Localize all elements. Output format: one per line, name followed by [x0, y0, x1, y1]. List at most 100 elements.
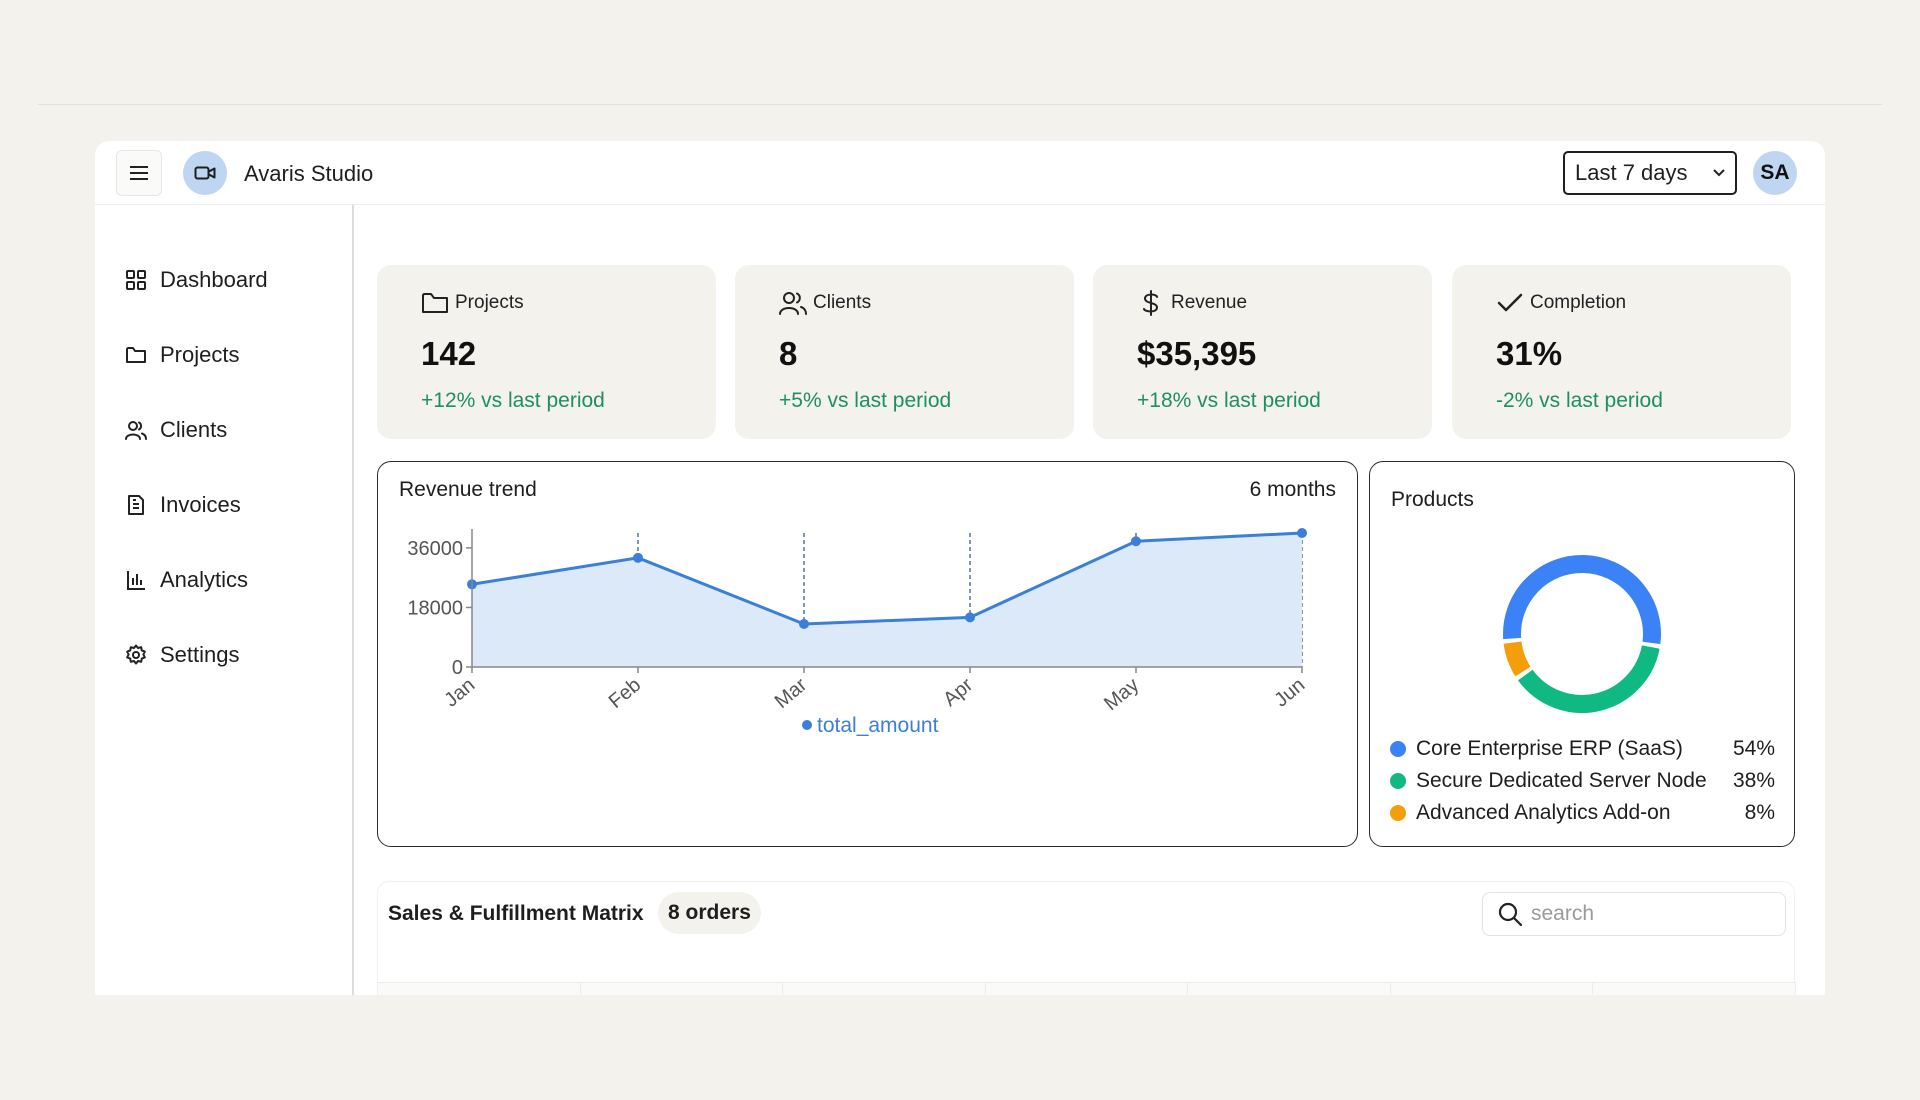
kpi-card-projects: Projects 142 +12% vs last period — [377, 265, 716, 439]
users-icon — [779, 289, 807, 317]
data-point — [633, 552, 643, 563]
search-input[interactable] — [1531, 902, 1771, 926]
menu-button[interactable] — [116, 150, 162, 196]
data-point — [1297, 528, 1307, 538]
legend-label: Core Enterprise ERP (SaaS) — [1416, 737, 1683, 760]
grid-icon — [125, 269, 147, 291]
legend-label: total_amount — [817, 714, 939, 737]
x-tick-label: Feb — [605, 674, 646, 713]
date-range-select[interactable]: Last 7 days — [1563, 151, 1737, 195]
brand-name: Avaris Studio — [244, 161, 374, 186]
kpi-delta: -2% vs last period — [1496, 389, 1663, 412]
search-box[interactable] — [1482, 892, 1786, 936]
panel-title: Revenue trend — [399, 478, 537, 501]
series-line — [471, 531, 1303, 626]
folder-icon — [125, 344, 147, 366]
kpi-card-revenue: Revenue $35,395 +18% vs last period — [1093, 265, 1432, 439]
revenue-trend-panel: Revenue trend 6 months 0 18000 36000 Jan Feb… — [377, 461, 1358, 847]
orders-count-badge: 8 orders — [658, 892, 761, 934]
sales-matrix-card: Sales & Fulfillment Matrix 8 orders — [377, 881, 1797, 995]
kpi-delta: +12% vs last period — [421, 389, 605, 412]
range-label: 6 months — [1249, 478, 1336, 501]
kpi-value: $35,395 — [1137, 335, 1257, 372]
kpi-value: 31% — [1496, 335, 1563, 372]
panel-title: Products — [1391, 488, 1474, 511]
legend-label: Secure Dedicated Server Node — [1416, 769, 1707, 792]
search-icon — [1498, 902, 1523, 927]
table-header-row — [378, 982, 1797, 995]
kpi-label: Projects — [455, 292, 524, 313]
check-icon — [1496, 289, 1524, 317]
kpi-label: Revenue — [1171, 292, 1248, 313]
sidebar-item-clients[interactable]: Clients — [125, 412, 227, 448]
kpi-value: 142 — [421, 335, 477, 372]
table-header-cell[interactable] — [1188, 983, 1391, 995]
products-donut-chart — [1503, 555, 1661, 713]
table-header-cell[interactable] — [783, 983, 986, 995]
x-tick-label: Mar — [771, 674, 812, 713]
donut-slice — [1503, 641, 1531, 677]
top-bar: Avaris Studio Last 7 days SA — [95, 141, 1825, 205]
folder-icon — [421, 289, 449, 317]
table-title: Sales & Fulfillment Matrix — [388, 902, 644, 925]
kpi-label: Clients — [813, 292, 872, 313]
legend-swatch — [1390, 741, 1406, 757]
donut-slice — [1503, 555, 1661, 644]
x-tick-label: Jun — [1270, 674, 1309, 712]
sidebar-item-analytics[interactable]: Analytics — [125, 562, 248, 598]
x-tick-label: Apr — [939, 674, 977, 711]
table-header-cell[interactable] — [378, 983, 581, 995]
brand-logo — [183, 151, 227, 195]
legend-item: Advanced Analytics Add-on 8% — [1390, 798, 1775, 828]
data-point — [1131, 536, 1141, 547]
legend-swatch — [1390, 773, 1406, 789]
chevron-down-icon — [1713, 169, 1725, 177]
area-fill — [472, 533, 1302, 667]
kpi-card-completion: Completion 31% -2% vs last period — [1452, 265, 1791, 439]
date-range-value: Last 7 days — [1575, 160, 1688, 185]
sidebar-item-label: Invoices — [160, 492, 241, 517]
kpi-delta: +5% vs last period — [779, 389, 952, 412]
y-tick-label: 18000 — [407, 597, 463, 619]
main-content: Projects 142 +12% vs last period Clients… — [355, 205, 1825, 995]
sidebar-item-settings[interactable]: Settings — [125, 637, 240, 673]
x-tick-label: Jan — [440, 674, 479, 712]
legend-item: Secure Dedicated Server Node 38% — [1390, 766, 1775, 796]
data-point — [965, 612, 975, 623]
kpi-value: 8 — [779, 335, 798, 372]
legend-percent: 8% — [1744, 801, 1775, 824]
sidebar-item-dashboard[interactable]: Dashboard — [125, 262, 268, 298]
kpi-delta: +18% vs last period — [1137, 389, 1321, 412]
x-tick-label: May — [1100, 674, 1143, 715]
bar-chart-icon — [125, 569, 147, 591]
app-window: Avaris Studio Last 7 days SA Dashboard — [95, 141, 1825, 995]
y-tick-label: 36000 — [407, 538, 463, 560]
legend-label: Advanced Analytics Add-on — [1416, 801, 1671, 824]
table-header-cell[interactable] — [1593, 983, 1797, 995]
sidebar-item-label: Projects — [160, 342, 240, 367]
kpi-label: Completion — [1530, 292, 1627, 313]
users-icon — [125, 419, 147, 441]
donut-slice — [1518, 645, 1660, 713]
document-icon — [125, 494, 147, 516]
products-panel: Products Core Enterprise ERP (SaaS) 54% … — [1369, 461, 1795, 847]
sidebar-item-label: Analytics — [160, 567, 249, 592]
table-header-cell[interactable] — [986, 983, 1189, 995]
sidebar-item-label: Clients — [160, 417, 228, 442]
table-header-cell[interactable] — [581, 983, 784, 995]
legend-percent: 38% — [1732, 769, 1775, 792]
legend-swatch — [802, 720, 812, 730]
kpi-card-clients: Clients 8 +5% vs last period — [735, 265, 1074, 439]
data-point — [799, 618, 809, 629]
sidebar-item-invoices[interactable]: Invoices — [125, 487, 241, 523]
hamburger-icon — [130, 166, 148, 180]
sidebar-item-label: Settings — [160, 642, 240, 667]
table-header-cell[interactable] — [1391, 983, 1594, 995]
y-tick-label: 0 — [452, 657, 463, 679]
legend-percent: 54% — [1732, 737, 1775, 760]
avatar[interactable]: SA — [1753, 151, 1797, 195]
sidebar-item-label: Dashboard — [160, 267, 268, 292]
revenue-trend-chart: 0 18000 36000 Jan Feb Mar Apr May Jun total_amoun… — [407, 528, 1309, 737]
sidebar-item-projects[interactable]: Projects — [125, 337, 239, 373]
gear-icon — [125, 644, 147, 666]
